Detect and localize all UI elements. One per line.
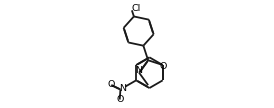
Text: O: O	[116, 95, 123, 104]
Text: N: N	[136, 66, 142, 75]
Text: O: O	[108, 80, 115, 89]
Text: O: O	[159, 62, 166, 71]
Text: N: N	[119, 83, 126, 93]
Text: Cl: Cl	[131, 4, 141, 13]
